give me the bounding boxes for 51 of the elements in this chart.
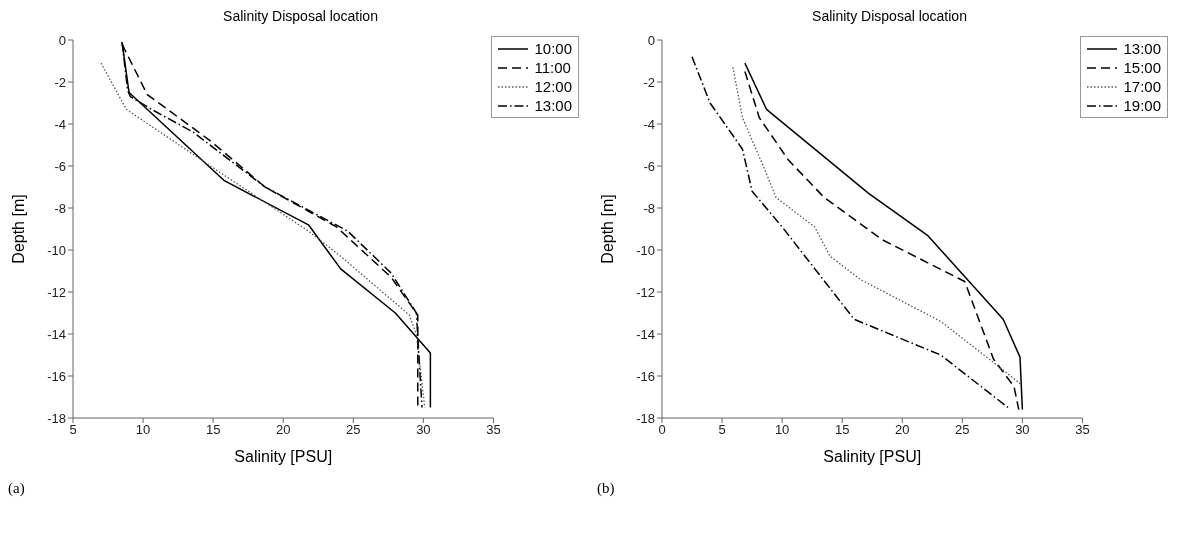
y-tick-label: -12	[47, 284, 66, 300]
chart-title: Salinity Disposal location	[811, 8, 968, 26]
y-tick-label: -16	[636, 368, 655, 384]
x-tick-label: 25	[955, 422, 970, 438]
legend-label: 10:00	[534, 39, 572, 58]
y-tick-label: -14	[636, 326, 655, 342]
y-tick-label: -10	[47, 242, 66, 258]
text: (a)	[8, 480, 26, 497]
y-tick-label: -16	[47, 368, 66, 384]
x-tick-label: 10	[135, 422, 151, 438]
x-tick-label: 15	[205, 422, 221, 438]
x-tick-label: 20	[275, 422, 291, 438]
x-tick-label: 30	[416, 422, 431, 438]
y-axis-title: Depth [m]	[598, 194, 616, 264]
x-tick-label: 35	[486, 422, 501, 438]
y-tick-label: -6	[54, 158, 66, 174]
y-tick-label: -6	[643, 158, 655, 174]
y-tick-label: -2	[54, 74, 66, 90]
y-tick-label: 0	[58, 32, 66, 48]
x-tick-label: 20	[895, 422, 910, 438]
y-tick-label: -14	[47, 326, 66, 342]
x-tick-label: 5	[69, 422, 77, 438]
legend-label: 13:00	[1123, 39, 1161, 58]
x-tick-label: 25	[346, 422, 361, 438]
y-tick-label: -8	[54, 200, 66, 216]
y-tick-label: -2	[643, 74, 655, 90]
legend-label: 15:00	[1123, 58, 1161, 77]
y-tick-label: -18	[47, 410, 66, 426]
legend-label: 19:00	[1123, 96, 1161, 115]
x-tick-label: 35	[1075, 422, 1090, 438]
x-tick-label: 15	[834, 422, 850, 438]
legend-label: 12:00	[534, 77, 572, 96]
y-tick-label: -4	[54, 116, 66, 132]
x-axis-title: Salinity [PSU]	[823, 448, 922, 465]
y-tick-label: -4	[643, 116, 655, 132]
text: (b)	[597, 480, 616, 497]
x-tick-label: 30	[1015, 422, 1030, 438]
legend-label: 17:00	[1123, 77, 1161, 96]
x-axis-title: Salinity [PSU]	[234, 448, 333, 465]
y-axis-title: Depth [m]	[9, 194, 27, 264]
y-tick-label: -12	[636, 284, 655, 300]
y-tick-label: -10	[636, 242, 655, 258]
y-tick-label: -18	[636, 410, 655, 426]
legend-label: 11:00	[534, 58, 571, 77]
legend-label: 13:00	[534, 96, 572, 115]
x-tick-label: 10	[774, 422, 790, 438]
x-tick-label: 0	[658, 422, 666, 438]
chart-title: Salinity Disposal location	[222, 8, 379, 26]
x-tick-label: 5	[718, 422, 726, 438]
y-tick-label: 0	[647, 32, 655, 48]
y-tick-label: -8	[643, 200, 655, 216]
